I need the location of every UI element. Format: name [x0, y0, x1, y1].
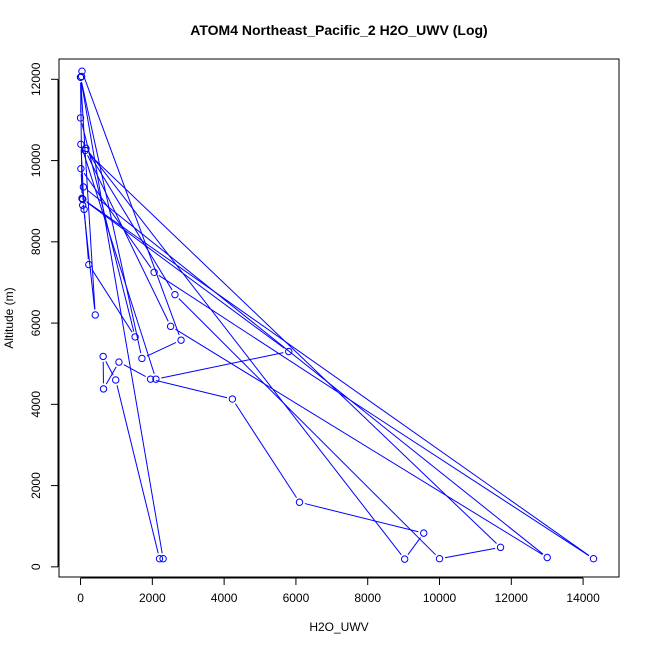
series-line-segment [155, 379, 228, 399]
data-point [146, 375, 155, 383]
data-point [496, 543, 505, 552]
x-tick-label: 14000 [566, 591, 600, 605]
data-point [77, 72, 86, 81]
series-line-segment [86, 201, 590, 556]
series-layer [76, 67, 598, 563]
data-point [295, 498, 304, 506]
series-line-segment [105, 361, 114, 376]
plot-frame [58, 58, 620, 578]
data-point [115, 358, 123, 366]
y-tick-label: 10000 [29, 144, 43, 178]
data-point [99, 352, 107, 361]
series-line-segment [178, 298, 436, 556]
data-point [77, 164, 85, 173]
series-line-segment [161, 352, 284, 379]
chart-title: ATOM4 Northeast_Pacific_2 H2O_UWV (Log) [190, 22, 487, 38]
series-line-segment [88, 152, 173, 291]
data-point [78, 201, 87, 209]
y-tick-label: 12000 [29, 62, 43, 96]
series-line-segment [146, 342, 177, 357]
data-point [228, 395, 237, 403]
data-point [420, 529, 428, 537]
data-point [77, 140, 85, 149]
series-line-segment [407, 537, 421, 555]
data-point [76, 114, 85, 122]
data-point [131, 333, 139, 341]
y-tick-label: 4000 [29, 391, 43, 418]
y-tick-label: 8000 [29, 228, 43, 255]
data-point [91, 311, 99, 319]
data-point [99, 385, 108, 393]
series-line-segment [82, 204, 96, 310]
data-point [81, 146, 89, 155]
series-line-segment [234, 403, 297, 498]
series-line-segment [105, 366, 117, 385]
series-line-segment [86, 202, 285, 349]
series-line-segment [87, 190, 544, 555]
x-axis: 0 2000 4000 6000 8000 10000 12000 14000 [77, 577, 600, 605]
y-tick-label: 0 [29, 563, 43, 570]
data-point [543, 553, 551, 562]
data-point [112, 376, 120, 384]
y-tick-label: 6000 [29, 309, 43, 336]
data-point [80, 205, 88, 214]
y-axis: 0 2000 4000 6000 8000 10000 12000 [29, 62, 59, 570]
series-line-segment [80, 82, 163, 554]
x-tick-label: 2000 [139, 591, 166, 605]
data-point [171, 290, 179, 299]
x-tick-label: 12000 [495, 591, 529, 605]
series-line-segment [80, 82, 96, 310]
series-line-segment [87, 155, 169, 322]
y-tick-label: 2000 [29, 472, 43, 499]
series-line-segment [83, 76, 180, 336]
data-point [435, 555, 444, 563]
series-line-segment [88, 153, 497, 544]
series-line-segment [444, 547, 496, 559]
data-point [150, 268, 158, 276]
data-point [78, 195, 87, 203]
data-point [78, 194, 86, 203]
series-line-segment [91, 268, 133, 333]
data-point [400, 555, 409, 563]
x-axis-label: H2O_UWV [309, 620, 368, 634]
x-tick-label: 4000 [211, 591, 238, 605]
series-line-segment [80, 149, 85, 204]
data-point [85, 260, 93, 269]
series-line-segment [81, 82, 142, 354]
data-point [152, 375, 160, 383]
x-tick-label: 8000 [354, 591, 381, 605]
data-point [177, 336, 185, 344]
data-point [138, 354, 146, 363]
x-tick-label: 6000 [283, 591, 310, 605]
data-point [285, 347, 293, 356]
series-line-segment [82, 149, 155, 375]
data-point [76, 73, 85, 81]
data-point [166, 322, 175, 331]
data-point [159, 555, 167, 563]
data-point [79, 183, 88, 191]
series-line-segment [88, 152, 402, 556]
x-tick-label: 10000 [423, 591, 457, 605]
series-line-segment [83, 172, 152, 269]
data-point [589, 555, 598, 563]
series-line-segment [123, 364, 146, 377]
x-tick-label: 0 [77, 591, 84, 605]
series-line-segment [158, 274, 590, 557]
series-line-segment [116, 385, 159, 554]
data-point [155, 555, 164, 563]
series-line-segment [304, 503, 419, 533]
y-axis-label: Altitude (m) [2, 287, 16, 348]
series-line-segment [175, 328, 543, 556]
